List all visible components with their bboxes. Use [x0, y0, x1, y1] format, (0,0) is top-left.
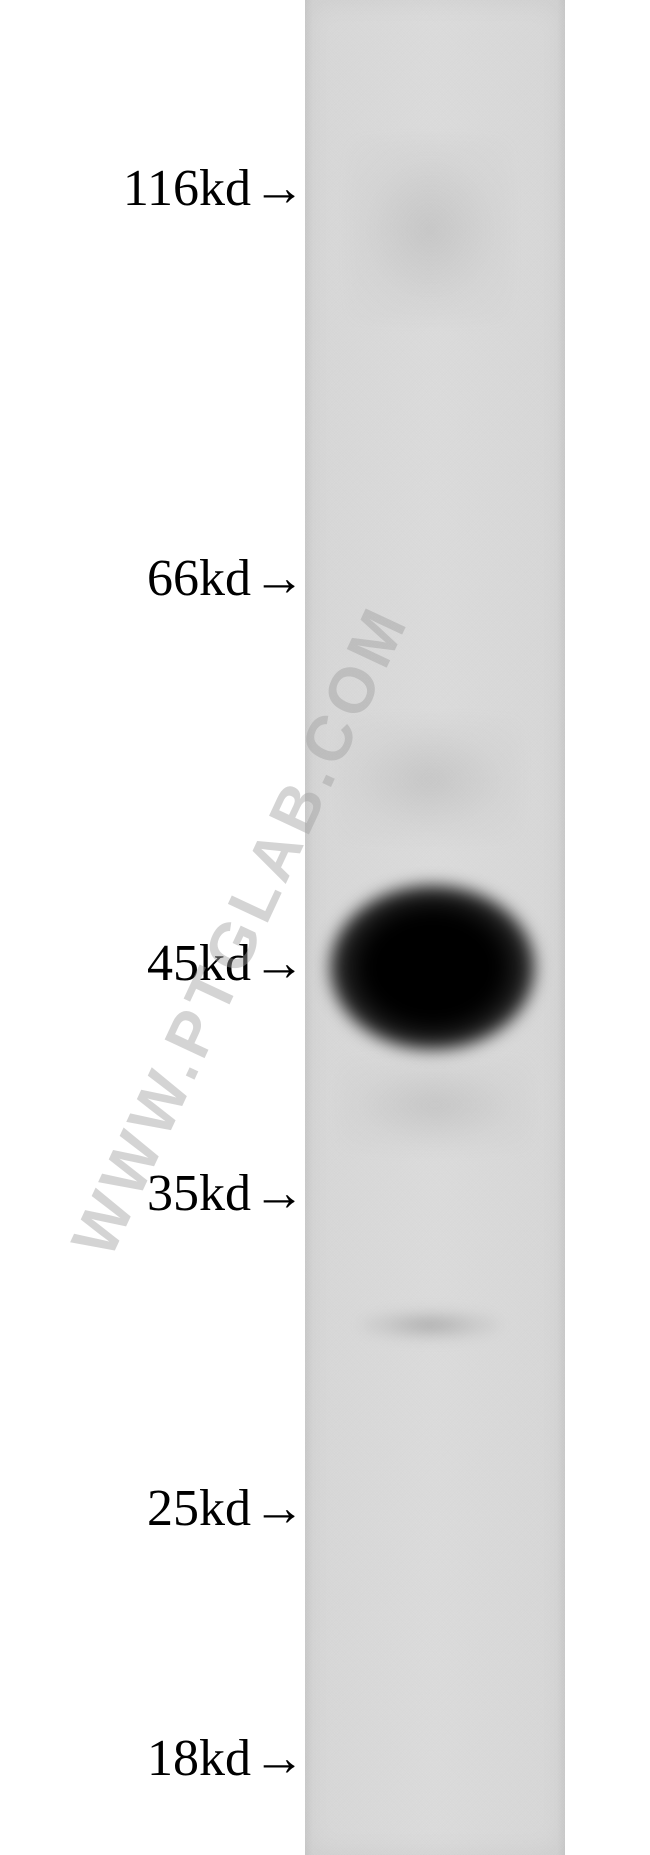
mw-value: 18kd: [147, 1730, 251, 1787]
mw-value: 25kd: [147, 1480, 251, 1537]
mw-marker-label: 18kd→: [147, 1729, 305, 1788]
arrow-icon: →: [253, 159, 305, 218]
arrow-icon: →: [253, 1479, 305, 1538]
mw-value: 116kd: [123, 160, 251, 217]
mw-marker-label: 25kd→: [147, 1479, 305, 1538]
mw-marker-label: 45kd→: [147, 934, 305, 993]
lane-smudge: [340, 720, 520, 840]
mw-value: 35kd: [147, 1165, 251, 1222]
mw-marker-label: 66kd→: [147, 549, 305, 608]
arrow-icon: →: [253, 549, 305, 608]
mw-value: 66kd: [147, 550, 251, 607]
lane-smudge: [350, 140, 510, 320]
arrow-icon: →: [253, 1164, 305, 1223]
arrow-icon: →: [253, 1729, 305, 1788]
mw-marker-label: 116kd→: [123, 159, 305, 218]
blot-container: 116kd→66kd→45kd→35kd→25kd→18kd→ WWW.PTGL…: [0, 0, 650, 1855]
mw-value: 45kd: [147, 935, 251, 992]
faint-band: [360, 1310, 500, 1340]
lane-smudge: [340, 1060, 530, 1150]
main-band: [330, 885, 535, 1050]
mw-marker-label: 35kd→: [147, 1164, 305, 1223]
arrow-icon: →: [253, 934, 305, 993]
